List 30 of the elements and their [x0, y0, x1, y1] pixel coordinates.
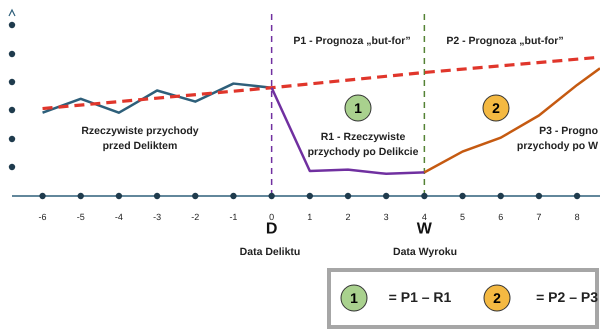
- annotation: 1: [354, 100, 362, 116]
- x-tick-label: 4: [422, 212, 427, 222]
- text: Data Wyroku: [393, 246, 457, 258]
- x-tick-label: 6: [498, 212, 504, 222]
- annotation: R1 - Rzeczywiste przychody po Delikcie: [308, 131, 419, 158]
- text: = P1 – R1: [388, 289, 452, 305]
- x-tick-label: -3: [153, 212, 162, 222]
- x-tick-label: -6: [38, 212, 47, 222]
- x-tick-label: 0: [269, 212, 274, 222]
- text: 1: [350, 290, 358, 306]
- x-tick-label: -5: [76, 212, 85, 222]
- x-tick-label: -1: [229, 212, 238, 222]
- text: P1 - Prognoza „but-for”: [293, 35, 411, 47]
- x-tick-label: -2: [191, 212, 200, 222]
- x-tick-label: -4: [114, 212, 123, 222]
- text: 2: [493, 290, 502, 306]
- annotation: P3 - Progno przychody po W: [516, 125, 598, 152]
- x-tick-label: 5: [460, 212, 466, 222]
- x-tick-label: 7: [536, 212, 542, 222]
- text: P2 - Prognoza „but-for”: [446, 35, 564, 47]
- ref-line-label: D: [266, 220, 278, 238]
- x-tick-label: 3: [384, 212, 389, 222]
- annotation: Rzeczywiste przychody przed Deliktem: [81, 125, 199, 152]
- x-tick-label: 8: [574, 212, 580, 222]
- text: Data Deliktu: [240, 246, 300, 258]
- x-tick-label: 1: [307, 212, 312, 222]
- annotation: 2: [492, 100, 500, 116]
- ref-line-label: W: [416, 220, 433, 238]
- x-tick-label: 2: [345, 212, 351, 222]
- text: = P2 – P3: [536, 289, 598, 305]
